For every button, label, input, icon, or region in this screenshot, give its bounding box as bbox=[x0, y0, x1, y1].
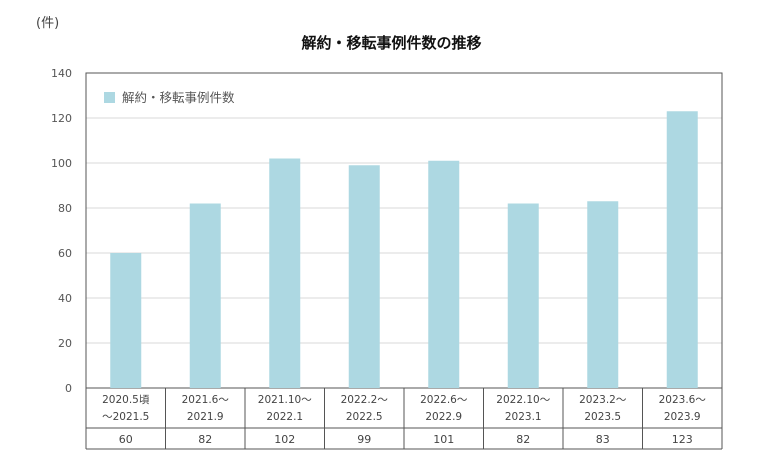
data-table-value: 123 bbox=[672, 433, 693, 446]
legend-label: 解約・移転事例件数 bbox=[122, 90, 235, 105]
bar bbox=[507, 203, 539, 388]
legend-swatch bbox=[104, 92, 115, 103]
y-tick-label: 20 bbox=[58, 337, 72, 350]
category-label-line2: 2023.1 bbox=[505, 411, 542, 423]
category-label-line2: 2023.5 bbox=[584, 411, 621, 423]
y-tick-label: 100 bbox=[51, 157, 72, 170]
data-table-value: 101 bbox=[433, 433, 454, 446]
chart-title: 解約・移転事例件数の推移 bbox=[301, 34, 482, 52]
category-label-line1: 2022.2〜 bbox=[341, 394, 389, 406]
category-label-line1: 2023.2〜 bbox=[579, 394, 627, 406]
bar bbox=[428, 160, 460, 388]
bar bbox=[348, 165, 380, 388]
data-table-value: 60 bbox=[119, 433, 133, 446]
category-label-line2: 2023.9 bbox=[664, 411, 701, 423]
unit-label: (件) bbox=[36, 16, 60, 31]
category-label-line2: 〜2021.5 bbox=[102, 411, 149, 423]
plot-border bbox=[85, 72, 723, 389]
category-label-line1: 2021.6〜 bbox=[182, 394, 230, 406]
data-table-value: 102 bbox=[274, 433, 295, 446]
category-label-line1: 2021.10〜 bbox=[258, 394, 312, 406]
bar bbox=[110, 253, 142, 388]
y-tick-label: 120 bbox=[51, 112, 72, 125]
bar bbox=[189, 203, 221, 388]
category-label-line1: 2022.10〜 bbox=[496, 394, 550, 406]
category-label-line2: 2022.1 bbox=[266, 411, 303, 423]
y-tick-label: 0 bbox=[65, 382, 72, 395]
category-label-line1: 2022.6〜 bbox=[420, 394, 468, 406]
y-tick-label: 60 bbox=[58, 247, 72, 260]
y-tick-label: 40 bbox=[58, 292, 72, 305]
category-label-line2: 2022.5 bbox=[346, 411, 383, 423]
y-tick-label: 140 bbox=[51, 67, 72, 80]
bar bbox=[587, 201, 619, 388]
category-label-line2: 2021.9 bbox=[187, 411, 224, 423]
y-tick-label: 80 bbox=[58, 202, 72, 215]
category-label-line1: 2023.6〜 bbox=[659, 394, 707, 406]
bar bbox=[269, 158, 301, 388]
data-table-value: 99 bbox=[357, 433, 371, 446]
bar bbox=[666, 111, 698, 388]
data-table-value: 83 bbox=[596, 433, 610, 446]
data-table-value: 82 bbox=[198, 433, 212, 446]
data-table-value: 82 bbox=[516, 433, 530, 446]
category-label-line2: 2022.9 bbox=[425, 411, 462, 423]
category-label-line1: 2020.5頃 bbox=[102, 394, 150, 406]
